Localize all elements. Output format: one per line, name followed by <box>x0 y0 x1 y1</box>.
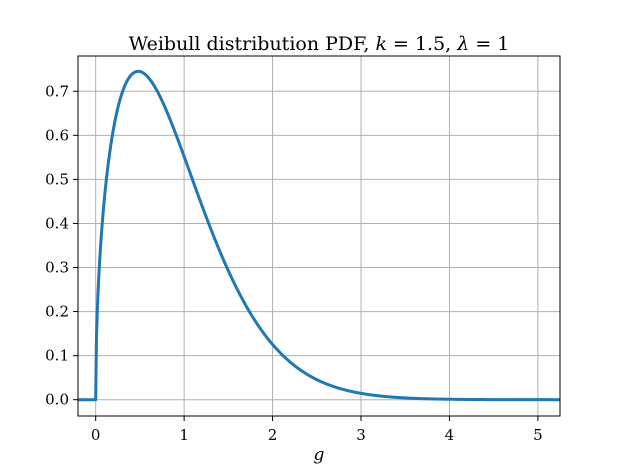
y-tick-label: 0.6 <box>45 126 69 144</box>
x-axis-label: g <box>314 445 325 465</box>
title-k-symbol: k <box>375 33 387 55</box>
series-line-weibull-pdf <box>78 69 561 402</box>
x-tick-label: 0 <box>91 426 101 444</box>
x-tick-label: 5 <box>533 426 543 444</box>
axis-ticks <box>73 90 539 421</box>
title-k-value: = 1.5, <box>387 33 457 55</box>
x-tick-label: 1 <box>179 426 189 444</box>
y-tick-label: 0.3 <box>45 259 69 277</box>
y-tick-label: 0.1 <box>45 347 69 365</box>
y-tick-label: 0.2 <box>45 303 69 321</box>
y-tick-label: 0.7 <box>45 82 69 100</box>
chart-title: Weibull distribution PDF, k = 1.5, λ = 1 <box>129 33 510 55</box>
title-lambda-value: = 1 <box>469 33 509 55</box>
y-tick-label: 0.5 <box>45 170 69 188</box>
title-plain-text: Weibull distribution PDF, <box>129 33 376 55</box>
x-tick-label: 3 <box>356 426 366 444</box>
grid-lines <box>78 56 560 416</box>
plot-frame <box>77 55 561 417</box>
title-lambda-symbol: λ <box>456 33 469 55</box>
tick-labels: 0 1 2 3 4 5 0.0 0.1 0.2 0.3 0.4 0.5 0.6 0.7 <box>45 82 543 444</box>
x-tick-label: 4 <box>445 426 455 444</box>
x-tick-label: 2 <box>268 426 278 444</box>
y-tick-label: 0.4 <box>45 214 69 232</box>
y-tick-label: 0.0 <box>45 391 69 409</box>
